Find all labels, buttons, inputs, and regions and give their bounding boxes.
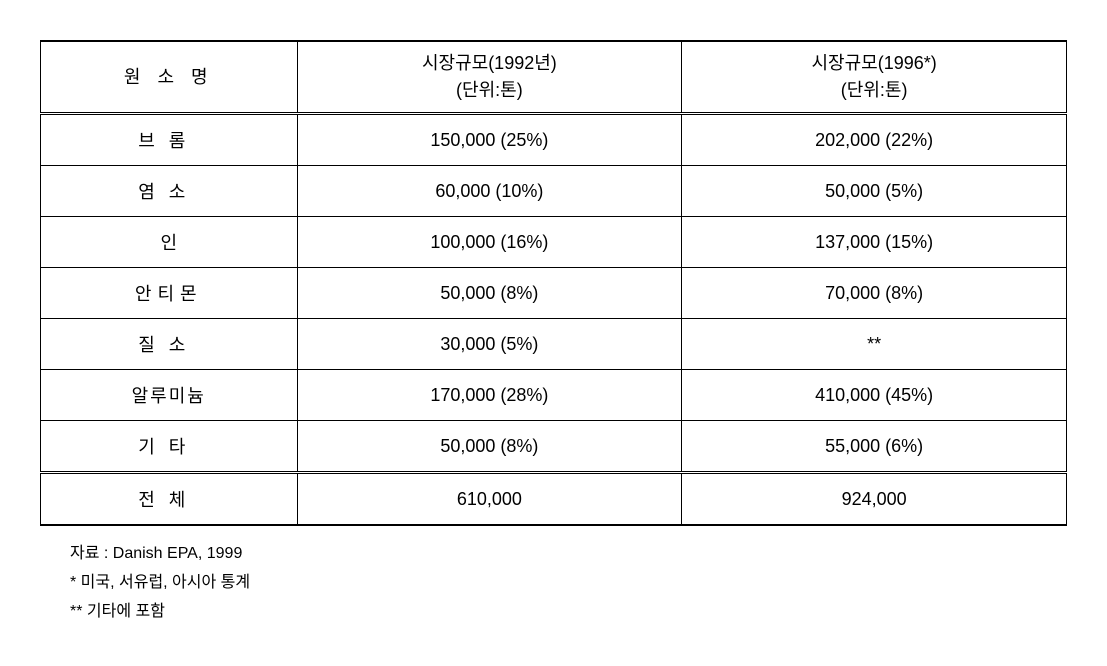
header-1996-line1: 시장규모(1996*) xyxy=(682,50,1066,77)
row-name: 염소 xyxy=(138,182,199,202)
row-v1996: 137,000 (15%) xyxy=(682,217,1067,268)
header-1992-line1: 시장규모(1992년) xyxy=(298,50,682,77)
total-v1992: 610,000 xyxy=(297,473,682,526)
market-table: 원 소 명 시장규모(1992년) (단위:톤) 시장규모(1996*) (단위… xyxy=(40,40,1067,526)
table-row: 인 100,000 (16%) 137,000 (15%) xyxy=(41,217,1067,268)
table-row: 알루미늄 170,000 (28%) 410,000 (45%) xyxy=(41,370,1067,421)
header-name-text: 원 소 명 xyxy=(124,67,214,87)
row-v1992: 50,000 (8%) xyxy=(297,268,682,319)
table-row: 안티몬 50,000 (8%) 70,000 (8%) xyxy=(41,268,1067,319)
table-row: 질소 30,000 (5%) ** xyxy=(41,319,1067,370)
footnote-source: 자료 : Danish EPA, 1999 xyxy=(70,540,1067,569)
row-name: 인 xyxy=(160,233,177,253)
total-name: 전체 xyxy=(138,490,199,510)
row-v1996: 70,000 (8%) xyxy=(682,268,1067,319)
table-body: 브롬 150,000 (25%) 202,000 (22%) 염소 60,000… xyxy=(41,114,1067,526)
row-v1992: 30,000 (5%) xyxy=(297,319,682,370)
table-row: 기타 50,000 (8%) 55,000 (6%) xyxy=(41,421,1067,473)
row-v1996: 55,000 (6%) xyxy=(682,421,1067,473)
header-1996-line2: (단위:톤) xyxy=(682,77,1066,104)
footnotes: 자료 : Danish EPA, 1999 * 미국, 서유럽, 아시아 통계 … xyxy=(70,540,1067,626)
footnote-2: ** 기타에 포함 xyxy=(70,598,1067,627)
table-header: 원 소 명 시장규모(1992년) (단위:톤) 시장규모(1996*) (단위… xyxy=(41,41,1067,114)
row-v1992: 150,000 (25%) xyxy=(297,114,682,166)
row-v1992: 170,000 (28%) xyxy=(297,370,682,421)
row-v1996: ** xyxy=(682,319,1067,370)
footnote-1: * 미국, 서유럽, 아시아 통계 xyxy=(70,569,1067,598)
total-v1996: 924,000 xyxy=(682,473,1067,526)
row-v1996: 202,000 (22%) xyxy=(682,114,1067,166)
table-row: 브롬 150,000 (25%) 202,000 (22%) xyxy=(41,114,1067,166)
header-element-name: 원 소 명 xyxy=(41,41,298,114)
row-v1992: 60,000 (10%) xyxy=(297,166,682,217)
row-name: 알루미늄 xyxy=(132,386,206,406)
row-v1992: 100,000 (16%) xyxy=(297,217,682,268)
table-row: 염소 60,000 (10%) 50,000 (5%) xyxy=(41,166,1067,217)
market-table-container: 원 소 명 시장규모(1992년) (단위:톤) 시장규모(1996*) (단위… xyxy=(40,40,1067,626)
table-total-row: 전체 610,000 924,000 xyxy=(41,473,1067,526)
row-name: 기타 xyxy=(138,437,199,457)
header-1992-line2: (단위:톤) xyxy=(298,77,682,104)
row-v1996: 50,000 (5%) xyxy=(682,166,1067,217)
row-name: 질소 xyxy=(138,335,199,355)
header-1992: 시장규모(1992년) (단위:톤) xyxy=(297,41,682,114)
row-v1992: 50,000 (8%) xyxy=(297,421,682,473)
row-v1996: 410,000 (45%) xyxy=(682,370,1067,421)
row-name: 안티몬 xyxy=(135,284,203,304)
row-name: 브롬 xyxy=(138,131,199,151)
header-1996: 시장규모(1996*) (단위:톤) xyxy=(682,41,1067,114)
